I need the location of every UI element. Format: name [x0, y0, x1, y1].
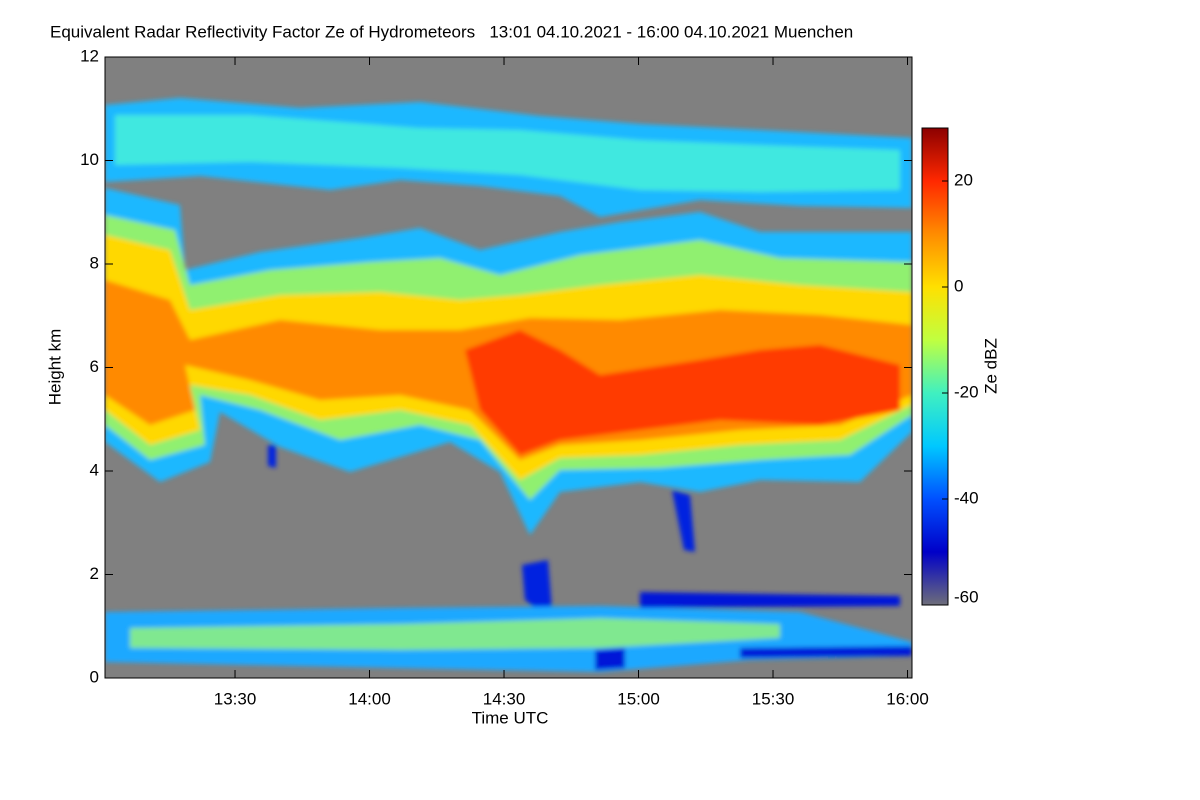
y-tick-label: 10: [80, 150, 99, 169]
x-tick-label: 14:30: [483, 689, 526, 708]
colorbar-tick-label: 20: [954, 170, 973, 189]
colorbar-tick-label: -40: [954, 488, 979, 507]
colorbar-tick-label: -60: [954, 587, 979, 606]
x-tick-label: 13:30: [214, 689, 257, 708]
y-tick-label: 6: [90, 357, 99, 376]
y-tick-label: 0: [90, 667, 99, 686]
x-axis-label: Time UTC: [472, 708, 549, 727]
echo-region: [465, 330, 900, 455]
echo-region: [115, 115, 900, 192]
y-tick-label: 2: [90, 564, 99, 583]
y-tick-label: 8: [90, 253, 99, 272]
x-tick-label: 15:00: [617, 689, 660, 708]
y-axis-label: Height km: [45, 329, 64, 406]
colorbar: [921, 127, 949, 606]
echo-field: [105, 98, 912, 672]
x-tick-label: 14:00: [348, 689, 391, 708]
x-tick-label: 16:00: [886, 689, 929, 708]
y-tick-label: 4: [90, 460, 99, 479]
chart-title: Equivalent Radar Reflectivity Factor Ze …: [50, 22, 853, 41]
colorbar-label: Ze dBZ: [981, 338, 1000, 394]
echo-region: [130, 618, 780, 650]
echo-region: [595, 592, 912, 670]
y-tick-label: 12: [80, 46, 99, 65]
colorbar-tick-label: 0: [954, 276, 963, 295]
colorbar-tick-label: -20: [954, 382, 979, 401]
x-tick-label: 15:30: [752, 689, 795, 708]
